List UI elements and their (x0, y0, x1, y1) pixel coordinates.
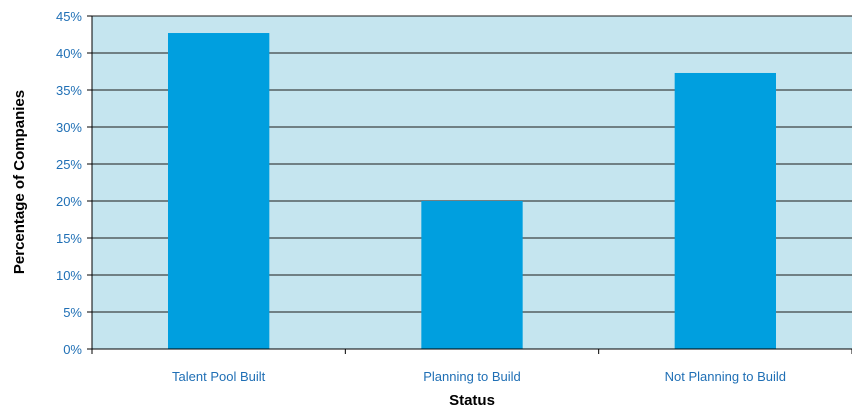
y-tick-label: 20% (56, 194, 82, 209)
x-tick-label: Talent Pool Built (172, 369, 266, 384)
y-tick-label: 15% (56, 231, 82, 246)
y-tick-label: 0% (63, 342, 82, 357)
x-tick-label: Not Planning to Build (665, 369, 786, 384)
x-tick-label: Planning to Build (423, 369, 521, 384)
axes (87, 15, 852, 354)
x-tick-labels: Talent Pool Built Planning to Build Not Pl… (172, 369, 786, 384)
x-axis-title: Status (449, 392, 495, 409)
bar (674, 72, 776, 349)
y-tick-label: 5% (63, 305, 82, 320)
y-tick-label: 35% (56, 83, 82, 98)
y-tick-labels: 0% 5% 10% 15% 20% 25% 30% 35% 40% 45% (56, 9, 82, 357)
y-tick-label: 30% (56, 120, 82, 135)
bar (168, 33, 270, 350)
y-tick-label: 40% (56, 46, 82, 61)
y-tick-label: 10% (56, 268, 82, 283)
y-tick-label: 25% (56, 157, 82, 172)
bars (168, 33, 776, 350)
y-tick-label: 45% (56, 9, 82, 24)
bar (421, 201, 523, 349)
y-axis-title: Percentage of Companies (11, 90, 28, 274)
